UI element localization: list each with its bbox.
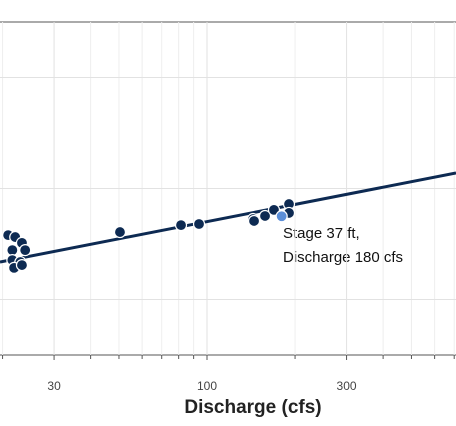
x-tick-label: 100 <box>197 379 217 393</box>
point <box>19 244 32 257</box>
x-tick-label: 300 <box>337 379 357 393</box>
x-tick-label: 30 <box>47 379 61 393</box>
point <box>15 258 29 272</box>
x-axis-title: Discharge (cfs) <box>184 397 321 418</box>
point <box>174 219 188 232</box>
point <box>247 214 261 228</box>
fit-line <box>0 171 456 264</box>
point <box>267 203 281 216</box>
annotation: Discharge 180 cfs <box>283 249 403 266</box>
annotation: Stage 37 ft, <box>283 225 360 242</box>
point <box>192 217 206 231</box>
highlighted-point <box>275 210 288 223</box>
point <box>6 244 19 257</box>
point <box>258 209 272 223</box>
point <box>113 225 127 239</box>
